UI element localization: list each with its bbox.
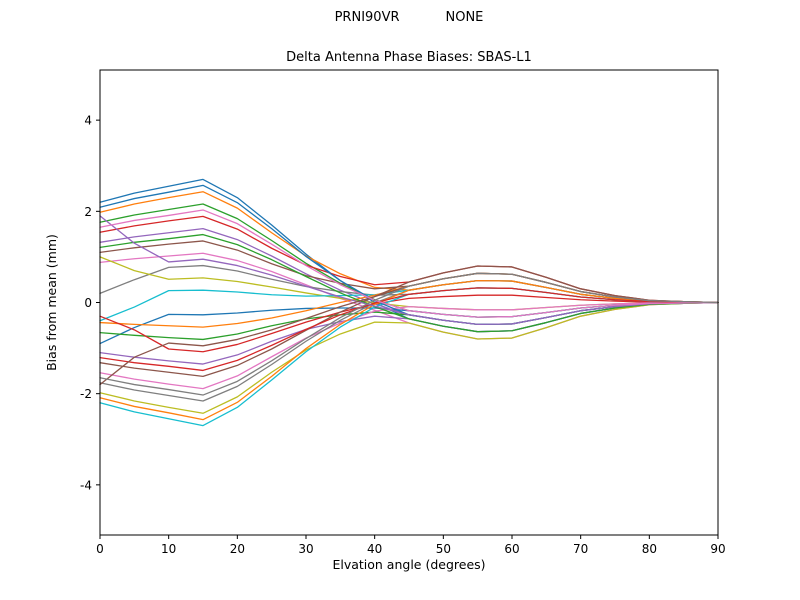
y-tick-label: 0	[84, 296, 92, 310]
series-line-5	[99, 227, 719, 326]
suptitle-right-text: NONE	[445, 10, 484, 25]
x-tick-label: 30	[298, 542, 313, 556]
axes-title: Delta Antenna Phase Biases: SBAS-L1	[286, 50, 532, 65]
series-line-22	[99, 279, 719, 421]
x-axis-label: Elvation angle (degrees)	[332, 557, 485, 572]
series-line-1	[99, 178, 719, 333]
x-tick-label: 0	[96, 542, 104, 556]
series-line-23	[99, 233, 719, 333]
x-tick-label: 10	[161, 542, 176, 556]
series-line-27	[99, 209, 719, 318]
y-axis-label: Bias from mean (mm)	[44, 234, 59, 371]
x-tick-label: 80	[642, 542, 657, 556]
series-line-14	[99, 294, 719, 353]
series-line-24	[99, 287, 719, 372]
series-line-17	[99, 301, 719, 390]
series-line-19	[99, 301, 719, 414]
series-line-16	[99, 265, 719, 378]
y-tick-label: -2	[80, 387, 92, 401]
y-tick-label: 2	[84, 205, 92, 219]
series-line-28	[99, 272, 719, 396]
x-tick-label: 60	[504, 542, 519, 556]
y-tick-label: 4	[84, 114, 92, 128]
x-tick-label: 90	[710, 542, 725, 556]
series-line-25	[99, 215, 719, 326]
x-tick-label: 70	[573, 542, 588, 556]
x-tick-label: 20	[230, 542, 245, 556]
x-tick-label: 40	[367, 542, 382, 556]
series-line-6	[99, 240, 719, 304]
axes-box	[99, 69, 719, 536]
x-tick-label: 50	[436, 542, 451, 556]
series-line-15	[99, 301, 719, 365]
figure-suptitle: PRNI90VR NONE	[100, 10, 718, 25]
suptitle-left-text: PRNI90VR	[334, 10, 400, 25]
y-tick-label: -4	[80, 478, 92, 492]
